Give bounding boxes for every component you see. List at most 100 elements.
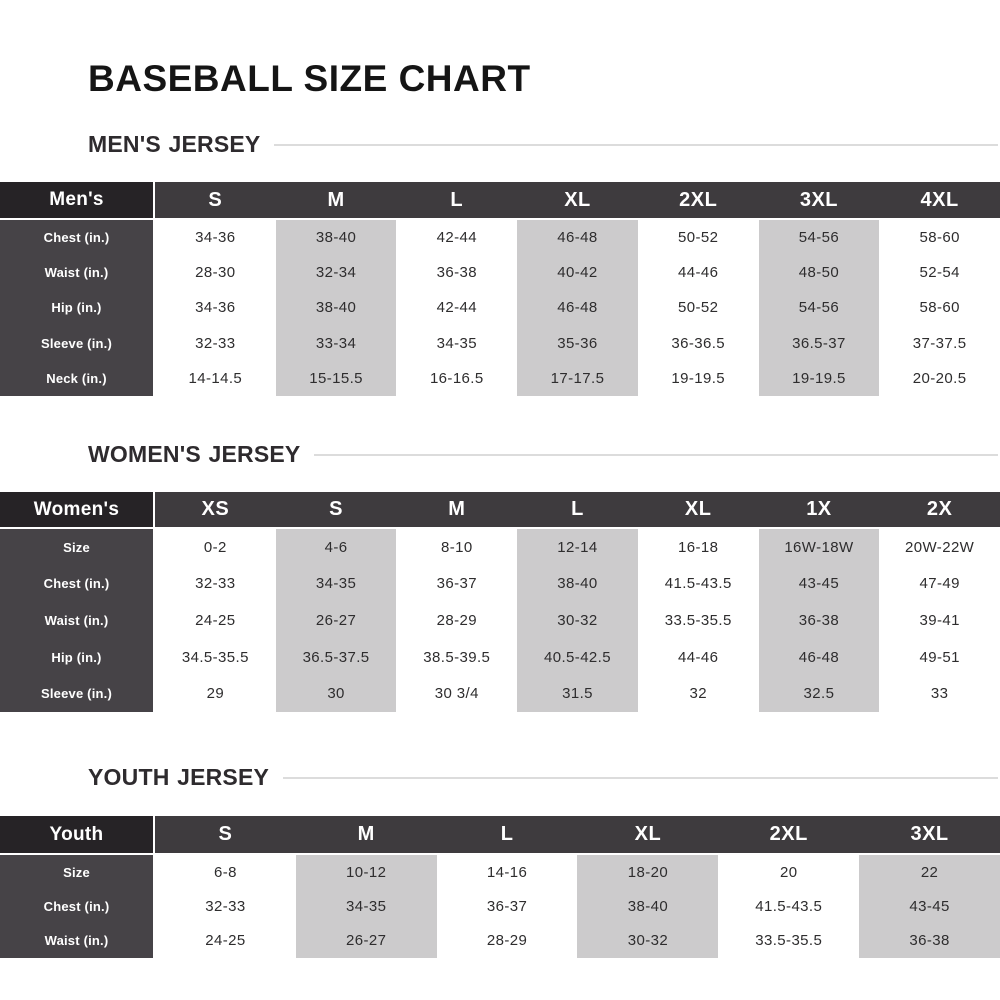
size-column-header: XS bbox=[155, 492, 276, 529]
row-label: Size bbox=[0, 855, 155, 890]
row-label: Waist (in.) bbox=[0, 923, 155, 959]
size-value-cell: 42-44 bbox=[396, 290, 518, 326]
size-column-header: 4XL bbox=[879, 182, 1000, 220]
size-value-cell: 54-56 bbox=[758, 220, 880, 256]
size-value-cell: 26-27 bbox=[295, 923, 437, 959]
size-value-cell: 50-52 bbox=[637, 220, 759, 256]
size-column-header: L bbox=[517, 492, 638, 529]
size-value-cell: 10-12 bbox=[295, 855, 437, 890]
size-value-cell: 24-25 bbox=[155, 923, 296, 959]
mens-section-heading: MEN'S JERSEY bbox=[88, 131, 998, 158]
size-value-cell: 15-15.5 bbox=[275, 360, 397, 396]
size-column-header: S bbox=[275, 492, 397, 529]
size-value-cell: 32 bbox=[637, 675, 759, 712]
size-value-cell: 40-42 bbox=[517, 255, 638, 291]
size-value-cell: 38-40 bbox=[577, 889, 719, 924]
youth-section-heading-label: YOUTH JERSEY bbox=[88, 764, 270, 790]
size-value-cell: 47-49 bbox=[879, 565, 1000, 603]
row-label: Hip (in.) bbox=[0, 290, 155, 326]
size-column-header: L bbox=[396, 182, 518, 220]
size-value-cell: 33-34 bbox=[275, 325, 397, 361]
size-value-cell: 46-48 bbox=[758, 638, 880, 676]
size-value-cell: 17-17.5 bbox=[517, 360, 638, 396]
size-value-cell: 28-29 bbox=[396, 602, 518, 639]
youth-section-heading: YOUTH JERSEY bbox=[88, 764, 998, 791]
corner-cell: Youth bbox=[0, 816, 155, 855]
size-value-cell: 30-32 bbox=[577, 923, 719, 959]
size-value-cell: 40.5-42.5 bbox=[517, 638, 638, 676]
size-value-cell: 34-36 bbox=[155, 220, 276, 256]
size-value-cell: 16-16.5 bbox=[396, 360, 518, 396]
size-value-cell: 37-37.5 bbox=[879, 325, 1000, 361]
size-column-header: 3XL bbox=[758, 182, 880, 220]
size-column-header: 2X bbox=[879, 492, 1000, 529]
size-column-header: XL bbox=[577, 816, 719, 855]
size-value-cell: 14-14.5 bbox=[155, 360, 276, 396]
size-value-cell: 20 bbox=[718, 855, 860, 890]
size-value-cell: 30 bbox=[275, 675, 397, 712]
size-value-cell: 24-25 bbox=[155, 602, 276, 639]
size-value-cell: 34-36 bbox=[155, 290, 276, 326]
size-value-cell: 38.5-39.5 bbox=[396, 638, 518, 676]
size-value-cell: 32.5 bbox=[758, 675, 880, 712]
size-value-cell: 36-37 bbox=[396, 565, 518, 603]
youth-size-table: Youth S M L XL 2XL 3XL Size 6-8 10-12 14-16 18-20 20… bbox=[0, 816, 1000, 959]
size-value-cell: 31.5 bbox=[517, 675, 638, 712]
size-value-cell: 32-33 bbox=[155, 565, 276, 603]
size-value-cell: 22 bbox=[859, 855, 1000, 890]
size-value-cell: 36-38 bbox=[758, 602, 880, 639]
corner-cell: Women's bbox=[0, 492, 155, 529]
size-column-header: 1X bbox=[758, 492, 880, 529]
size-value-cell: 36-36.5 bbox=[637, 325, 759, 361]
size-value-cell: 34-35 bbox=[275, 565, 397, 603]
size-value-cell: 33.5-35.5 bbox=[718, 923, 860, 959]
heading-rule bbox=[283, 776, 998, 779]
size-value-cell: 50-52 bbox=[637, 290, 759, 326]
row-label: Neck (in.) bbox=[0, 360, 155, 396]
size-value-cell: 46-48 bbox=[517, 290, 638, 326]
size-value-cell: 29 bbox=[155, 675, 276, 712]
size-column-header: S bbox=[155, 182, 276, 220]
size-column-header: 3XL bbox=[859, 816, 1000, 855]
row-label: Waist (in.) bbox=[0, 602, 155, 639]
size-value-cell: 46-48 bbox=[517, 220, 638, 256]
size-value-cell: 36.5-37 bbox=[758, 325, 880, 361]
size-value-cell: 33 bbox=[879, 675, 1000, 712]
size-value-cell: 34-35 bbox=[396, 325, 518, 361]
size-value-cell: 32-33 bbox=[155, 889, 296, 924]
row-label: Hip (in.) bbox=[0, 638, 155, 676]
size-column-header: L bbox=[436, 816, 578, 855]
size-value-cell: 36-38 bbox=[396, 255, 518, 291]
heading-rule bbox=[314, 453, 998, 456]
womens-section-heading-label: WOMEN'S JERSEY bbox=[88, 441, 301, 467]
size-value-cell: 44-46 bbox=[637, 255, 759, 291]
size-value-cell: 8-10 bbox=[396, 529, 518, 566]
size-column-header: 2XL bbox=[718, 816, 860, 855]
size-value-cell: 18-20 bbox=[577, 855, 719, 890]
womens-section-heading: WOMEN'S JERSEY bbox=[88, 441, 998, 468]
size-value-cell: 36-38 bbox=[859, 923, 1000, 959]
size-value-cell: 38-40 bbox=[275, 220, 397, 256]
size-value-cell: 0-2 bbox=[155, 529, 276, 566]
size-value-cell: 14-16 bbox=[436, 855, 578, 890]
size-value-cell: 6-8 bbox=[155, 855, 296, 890]
size-value-cell: 16W-18W bbox=[758, 529, 880, 566]
size-column-header: 2XL bbox=[637, 182, 759, 220]
row-label: Sleeve (in.) bbox=[0, 675, 155, 712]
size-value-cell: 28-29 bbox=[436, 923, 578, 959]
size-value-cell: 38-40 bbox=[275, 290, 397, 326]
size-value-cell: 26-27 bbox=[275, 602, 397, 639]
size-value-cell: 41.5-43.5 bbox=[637, 565, 759, 603]
size-value-cell: 16-18 bbox=[637, 529, 759, 566]
size-column-header: M bbox=[396, 492, 518, 529]
row-label: Sleeve (in.) bbox=[0, 325, 155, 361]
size-value-cell: 49-51 bbox=[879, 638, 1000, 676]
size-value-cell: 19-19.5 bbox=[637, 360, 759, 396]
size-value-cell: 42-44 bbox=[396, 220, 518, 256]
row-label: Waist (in.) bbox=[0, 255, 155, 291]
size-value-cell: 32-34 bbox=[275, 255, 397, 291]
size-value-cell: 43-45 bbox=[859, 889, 1000, 924]
size-value-cell: 20-20.5 bbox=[879, 360, 1000, 396]
row-label: Chest (in.) bbox=[0, 565, 155, 603]
